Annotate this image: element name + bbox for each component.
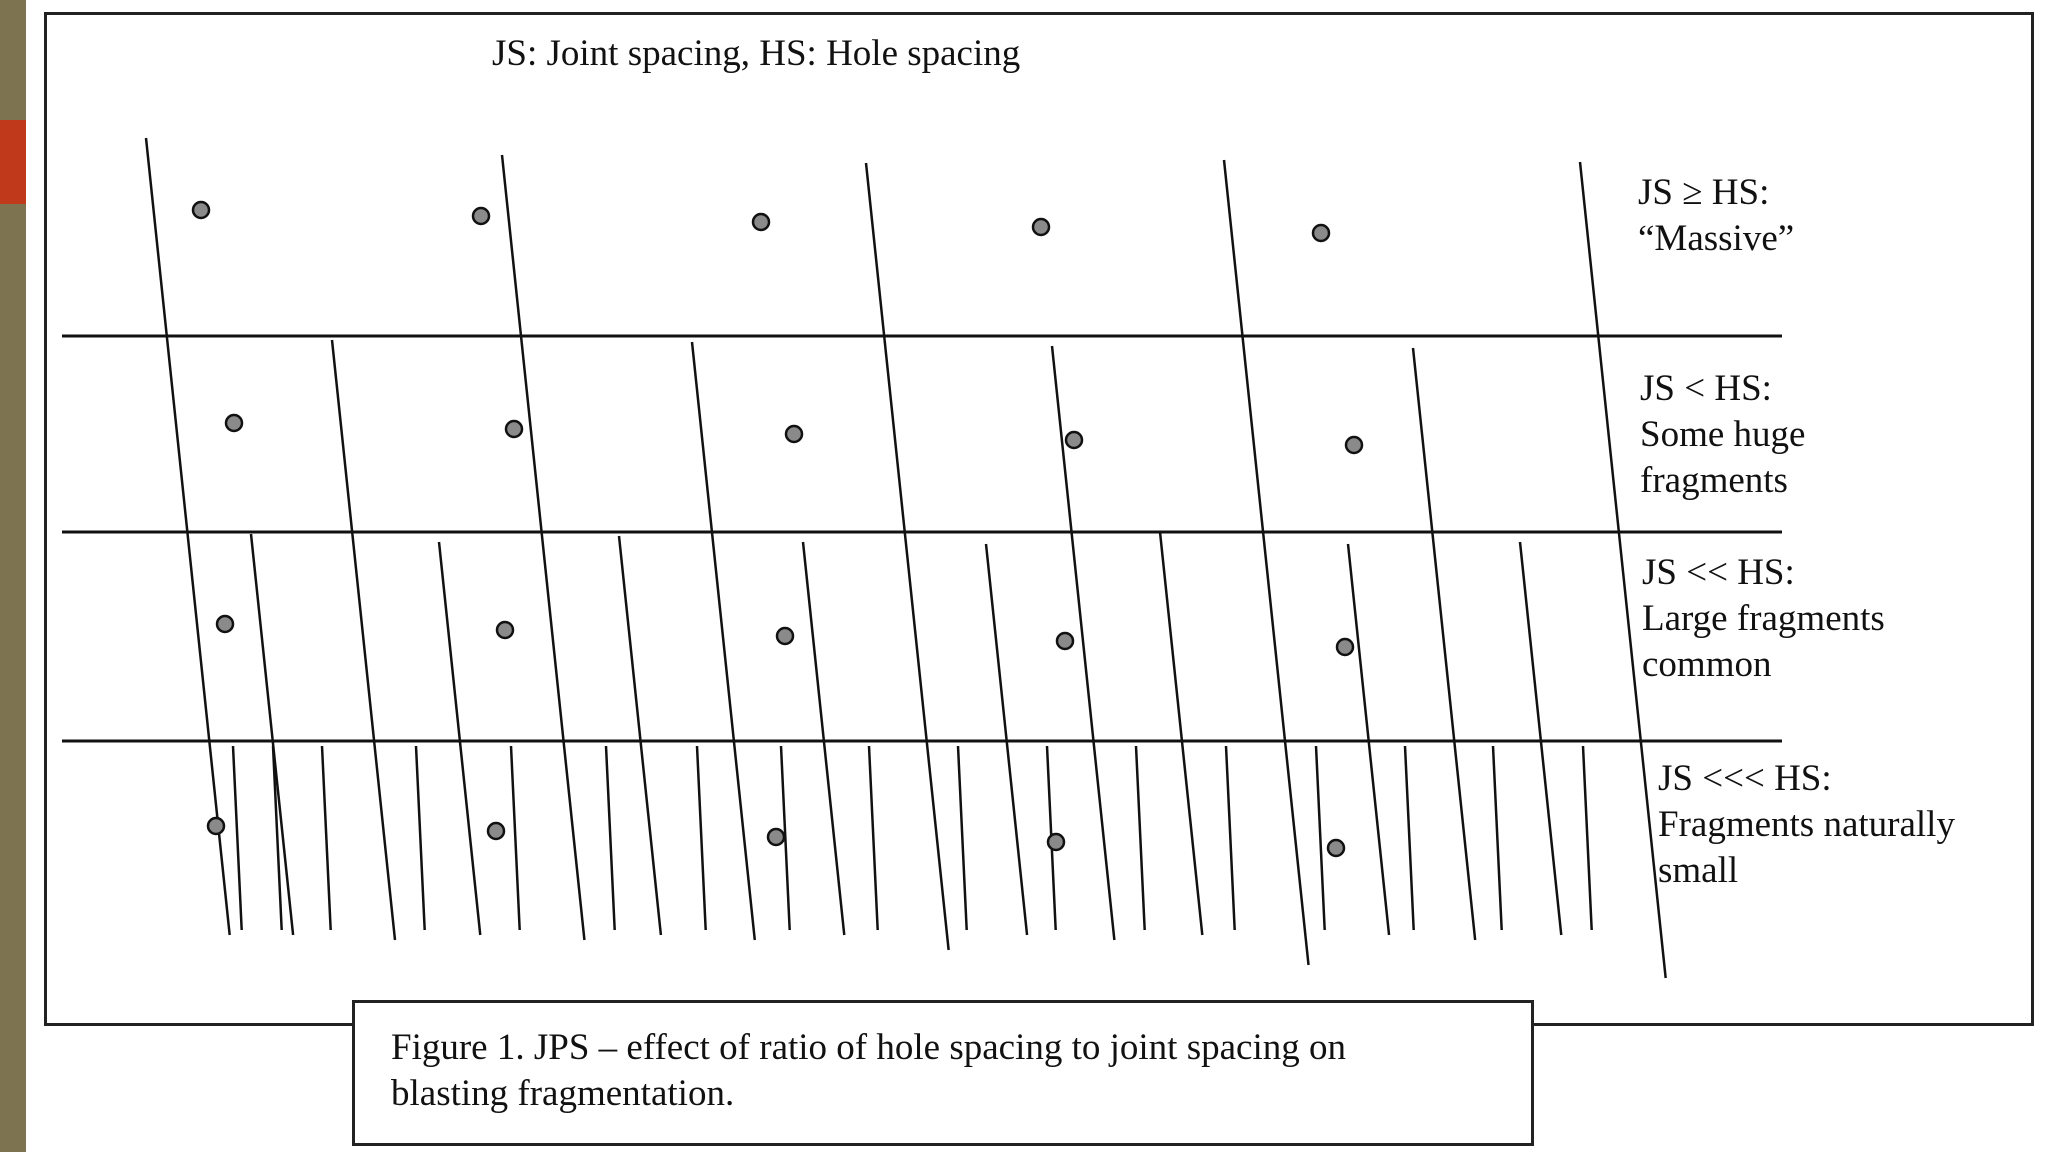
joint-line bbox=[144, 137, 231, 936]
joint-line bbox=[1518, 541, 1563, 936]
band-label-line: fragments bbox=[1640, 460, 1788, 501]
joint-line bbox=[695, 745, 707, 931]
joint-line bbox=[779, 745, 791, 931]
band-label-line: small bbox=[1658, 850, 1739, 891]
joint-line bbox=[500, 154, 586, 941]
band-label-line: JS << HS: bbox=[1642, 552, 1795, 593]
joint-line bbox=[604, 745, 616, 931]
band-label-line: Large fragments bbox=[1642, 598, 1885, 639]
blast-hole-icon bbox=[1311, 223, 1331, 243]
band-label-line: JS <<< HS: bbox=[1658, 758, 1832, 799]
blast-hole-icon bbox=[1326, 838, 1346, 858]
blast-hole-icon bbox=[1344, 435, 1364, 455]
joint-line bbox=[867, 745, 879, 931]
band-label-huge-fragments: JS < HS: Some huge fragments bbox=[1640, 366, 1805, 504]
joint-line bbox=[414, 745, 426, 931]
blast-hole-icon bbox=[1335, 637, 1355, 657]
blast-hole-icon bbox=[471, 206, 491, 226]
joint-line bbox=[984, 543, 1029, 936]
blast-hole-icon bbox=[206, 816, 226, 836]
band-label-line: Fragments naturally bbox=[1658, 804, 1955, 845]
joint-line bbox=[1411, 347, 1477, 941]
blast-hole-icon bbox=[751, 212, 771, 232]
joint-line bbox=[330, 339, 397, 941]
joint-line bbox=[249, 533, 295, 936]
joint-lines bbox=[144, 137, 1667, 979]
joint-line bbox=[1491, 745, 1503, 931]
band-label-massive: JS ≥ HS: “Massive” bbox=[1638, 170, 1794, 262]
joint-line bbox=[1050, 345, 1116, 941]
blast-hole-icon bbox=[224, 413, 244, 433]
joint-line bbox=[271, 745, 283, 931]
blast-hole-icon bbox=[504, 419, 524, 439]
joint-line bbox=[1578, 161, 1667, 979]
blast-hole-icon bbox=[1031, 217, 1051, 237]
band-label-line: “Massive” bbox=[1638, 218, 1795, 259]
blast-hole-icon bbox=[1064, 430, 1084, 450]
band-label-line: JS ≥ HS: bbox=[1638, 172, 1770, 213]
caption-line: Figure 1. JPS – effect of ratio of hole … bbox=[391, 1027, 1346, 1068]
joint-line bbox=[1134, 745, 1146, 931]
blast-hole-icon bbox=[486, 821, 506, 841]
joint-line bbox=[801, 541, 846, 936]
joint-line bbox=[956, 745, 968, 931]
joint-line bbox=[1222, 159, 1310, 966]
legend-text: JS: Joint spacing, HS: Hole spacing bbox=[492, 33, 1021, 74]
blast-hole-icon bbox=[1046, 832, 1066, 852]
figure-caption: Figure 1. JPS – effect of ratio of hole … bbox=[352, 1000, 1534, 1146]
band-label-large-fragments: JS << HS: Large fragments common bbox=[1642, 550, 1885, 688]
diagram-frame bbox=[44, 12, 2034, 1026]
joint-line bbox=[1158, 531, 1204, 936]
joint-line bbox=[320, 745, 332, 931]
band-label-line: JS < HS: bbox=[1640, 368, 1772, 409]
blast-hole-icon bbox=[775, 626, 795, 646]
blast-hole-icon bbox=[215, 614, 235, 634]
blast-hole-icon bbox=[766, 827, 786, 847]
joint-line bbox=[864, 162, 950, 951]
joint-line bbox=[690, 341, 757, 941]
blast-hole-icon bbox=[784, 424, 804, 444]
blast-hole-icon bbox=[495, 620, 515, 640]
caption-line: blasting fragmentation. bbox=[391, 1073, 735, 1114]
joint-line bbox=[1314, 745, 1326, 931]
blast-holes bbox=[191, 200, 1364, 858]
band-label-line: Some huge bbox=[1640, 414, 1806, 455]
blast-hole-icon bbox=[191, 200, 211, 220]
joint-line bbox=[231, 745, 243, 931]
joint-line bbox=[509, 745, 521, 931]
band-label-small-fragments: JS <<< HS: Fragments naturally small bbox=[1658, 756, 1955, 894]
blast-hole-icon bbox=[1055, 631, 1075, 651]
band-label-line: common bbox=[1642, 644, 1772, 685]
joint-line bbox=[1403, 745, 1415, 931]
joint-line bbox=[617, 535, 663, 936]
joint-line bbox=[1581, 745, 1593, 931]
joint-line bbox=[1224, 745, 1236, 931]
slide-accent-marker bbox=[0, 120, 26, 204]
joint-line bbox=[1346, 543, 1391, 936]
joint-line bbox=[437, 541, 482, 936]
band-dividers bbox=[62, 334, 1782, 743]
